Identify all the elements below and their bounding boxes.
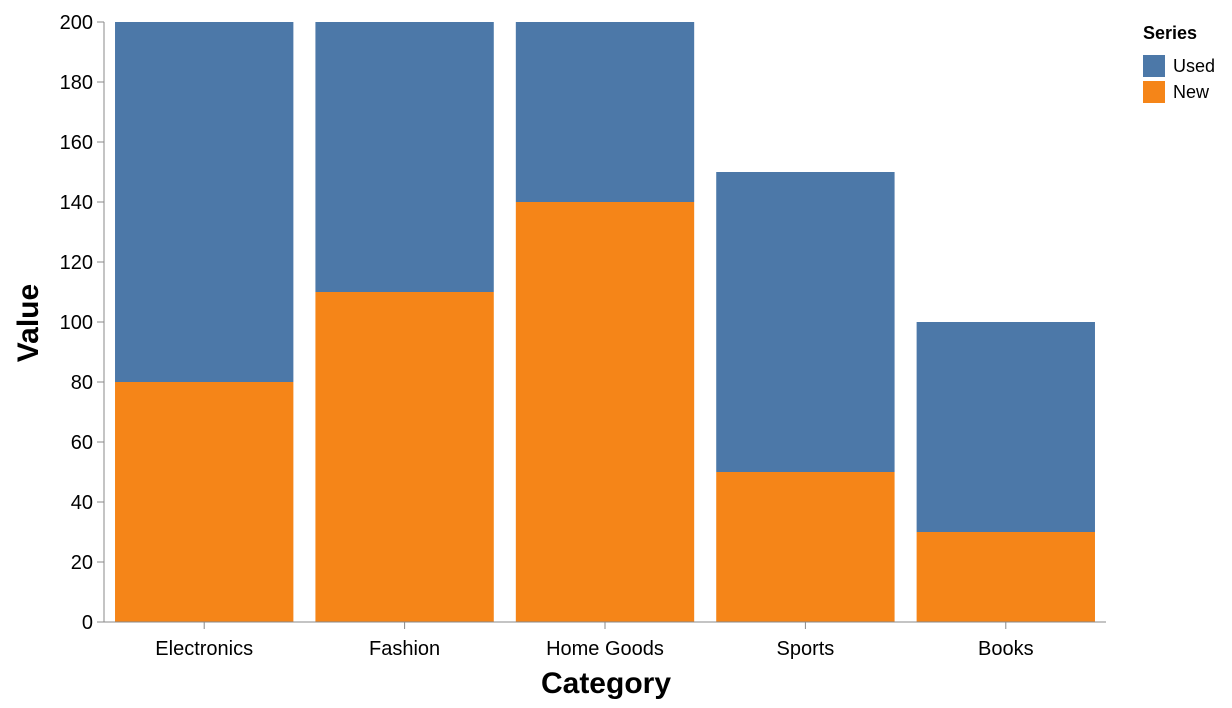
y-axis: 0 20 40 60 80 100 120 140 160 180 200 xyxy=(60,12,105,634)
bar-fashion-used xyxy=(315,22,494,292)
legend: Series Used New xyxy=(1143,23,1215,103)
bar-home-goods-new xyxy=(515,202,695,622)
legend-title: Series xyxy=(1143,23,1197,43)
x-axis: Electronics Fashion Home Goods Sports Books xyxy=(104,621,1106,660)
bar-sports-used xyxy=(716,172,895,472)
y-tick-label: 160 xyxy=(60,132,93,154)
y-tick-label: 200 xyxy=(60,12,93,34)
x-tick-label-sports: Sports xyxy=(776,638,834,660)
y-tick-label: 100 xyxy=(60,312,93,334)
y-tick-label: 60 xyxy=(71,432,93,454)
y-tick-label: 120 xyxy=(60,252,93,274)
bar-home-goods-used xyxy=(515,22,695,202)
legend-swatch-new xyxy=(1143,81,1165,103)
legend-label-used: Used xyxy=(1173,56,1215,76)
bar-electronics-new xyxy=(115,382,294,622)
x-tick-label-books: Books xyxy=(978,638,1034,660)
x-axis-title: Category xyxy=(541,667,671,700)
y-tick-label: 40 xyxy=(71,492,93,514)
y-tick-label: 80 xyxy=(71,372,93,394)
bar-electronics-used xyxy=(115,22,294,382)
bar-sports-new xyxy=(716,472,895,622)
y-tick-label: 140 xyxy=(60,192,93,214)
legend-swatch-used xyxy=(1143,55,1165,77)
bars-group xyxy=(115,22,1095,622)
legend-label-new: New xyxy=(1173,82,1210,102)
y-tick-label: 180 xyxy=(60,72,93,94)
x-tick-label-electronics: Electronics xyxy=(155,638,253,660)
y-tick-label: 0 xyxy=(82,612,93,634)
x-tick-label-home-goods: Home Goods xyxy=(546,638,664,660)
x-tick-label-fashion: Fashion xyxy=(369,638,440,660)
y-axis-title: Value xyxy=(12,284,45,362)
y-tick-label: 20 xyxy=(71,552,93,574)
bar-fashion-new xyxy=(315,292,494,622)
bar-books-new xyxy=(916,532,1095,622)
bar-books-used xyxy=(916,322,1095,532)
